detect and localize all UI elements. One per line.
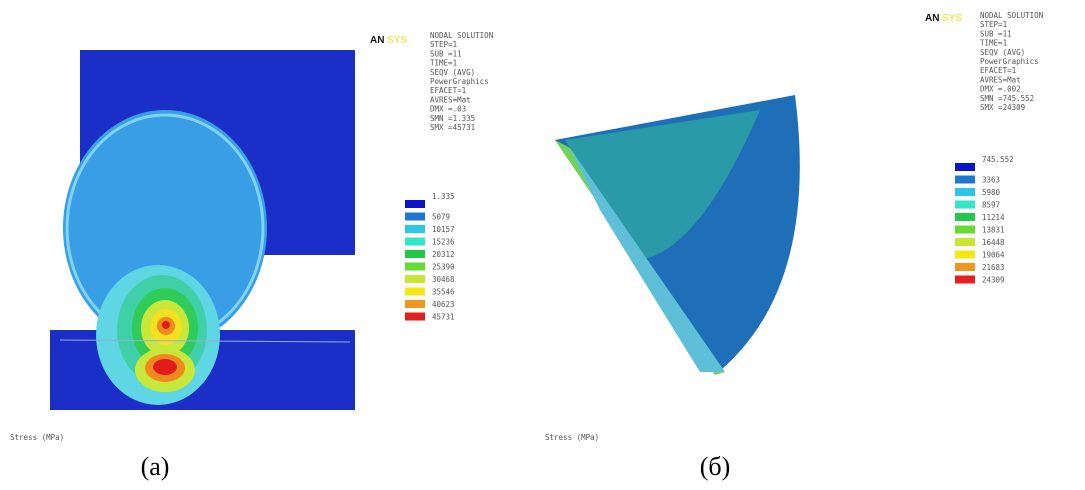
logo: SYS bbox=[942, 13, 962, 24]
legend-label: 10157 bbox=[432, 225, 455, 234]
header-line: SMX =45731 bbox=[430, 123, 475, 132]
header-line: SUB =11 bbox=[430, 49, 462, 58]
legend-label: 25390 bbox=[432, 263, 455, 272]
header-line: NODAL SOLUTION bbox=[980, 11, 1043, 20]
legend-label: 35546 bbox=[432, 288, 455, 297]
legend-swatch bbox=[955, 276, 975, 284]
legend-label: 11214 bbox=[982, 213, 1005, 222]
legend-swatch bbox=[955, 201, 975, 209]
legend-label: 20312 bbox=[432, 250, 455, 259]
legend-label: 13831 bbox=[982, 226, 1005, 235]
header-line: SMN =1.335 bbox=[430, 114, 475, 123]
header-line: PowerGraphics bbox=[980, 57, 1039, 66]
legend-label: 30468 bbox=[432, 275, 455, 284]
logo: SYS bbox=[387, 35, 407, 46]
axis-label: Stress (MPa) bbox=[10, 433, 64, 442]
header-line: EFACET=1 bbox=[430, 86, 466, 95]
legend-swatch bbox=[955, 263, 975, 271]
legend-swatch bbox=[955, 226, 975, 234]
caption: (а) bbox=[141, 452, 170, 481]
logo: AN bbox=[370, 35, 384, 46]
figure: ANSYSNODAL SOLUTIONSTEP=1SUB =11TIME=1SE… bbox=[0, 0, 1085, 490]
legend-swatch bbox=[955, 188, 975, 196]
header-line: DMX =.03 bbox=[430, 105, 466, 114]
legend-label: 1.335 bbox=[432, 192, 455, 201]
legend-swatch bbox=[955, 251, 975, 259]
header-line: DMX =.002 bbox=[980, 85, 1021, 94]
header-line: SMX =24309 bbox=[980, 103, 1025, 112]
legend-label: 24309 bbox=[982, 276, 1005, 285]
legend-swatch bbox=[405, 263, 425, 271]
legend-label: 5079 bbox=[432, 213, 450, 222]
logo: AN bbox=[925, 13, 939, 24]
legend-label: 21683 bbox=[982, 263, 1005, 272]
model-b bbox=[555, 95, 800, 375]
header-line: TIME=1 bbox=[430, 59, 457, 68]
legend-label: 16448 bbox=[982, 238, 1005, 247]
header-line: AVRES=Mat bbox=[430, 95, 471, 104]
header-line: STEP=1 bbox=[980, 20, 1007, 29]
header-line: STEP=1 bbox=[430, 40, 457, 49]
legend-label: 8597 bbox=[982, 201, 1000, 210]
header-line: AVRES=Mat bbox=[980, 75, 1021, 84]
legend-label: 3363 bbox=[982, 176, 1000, 185]
legend-swatch bbox=[955, 176, 975, 184]
legend-swatch bbox=[405, 200, 425, 208]
header-line: PowerGraphics bbox=[430, 77, 489, 86]
legend-swatch bbox=[955, 238, 975, 246]
legend-label: 45731 bbox=[432, 313, 455, 322]
axis-label: Stress (MPa) bbox=[545, 433, 599, 442]
legend-swatch bbox=[405, 300, 425, 308]
legend-swatch bbox=[405, 213, 425, 221]
legend-swatch bbox=[405, 275, 425, 283]
legend-swatch bbox=[405, 288, 425, 296]
header-line: TIME=1 bbox=[980, 39, 1007, 48]
header-line: SUB =11 bbox=[980, 29, 1012, 38]
caption: (б) bbox=[700, 452, 731, 481]
legend-swatch bbox=[955, 213, 975, 221]
header-line: NODAL SOLUTION bbox=[430, 31, 493, 40]
legend-swatch bbox=[405, 313, 425, 321]
legend-label: 15236 bbox=[432, 238, 455, 247]
header-line: SEQV (AVG) bbox=[980, 48, 1025, 57]
header-line: SMN =745.552 bbox=[980, 94, 1034, 103]
legend-swatch bbox=[405, 238, 425, 246]
header-line: SEQV (AVG) bbox=[430, 68, 475, 77]
legend-label: 40623 bbox=[432, 300, 455, 309]
legend-label: 19064 bbox=[982, 251, 1005, 260]
model-a bbox=[50, 50, 355, 410]
header-line: EFACET=1 bbox=[980, 66, 1016, 75]
legend-swatch bbox=[405, 225, 425, 233]
legend-swatch bbox=[955, 163, 975, 171]
legend-label: 5980 bbox=[982, 188, 1001, 197]
legend-swatch bbox=[405, 250, 425, 258]
legend-label: 745.552 bbox=[982, 155, 1014, 164]
